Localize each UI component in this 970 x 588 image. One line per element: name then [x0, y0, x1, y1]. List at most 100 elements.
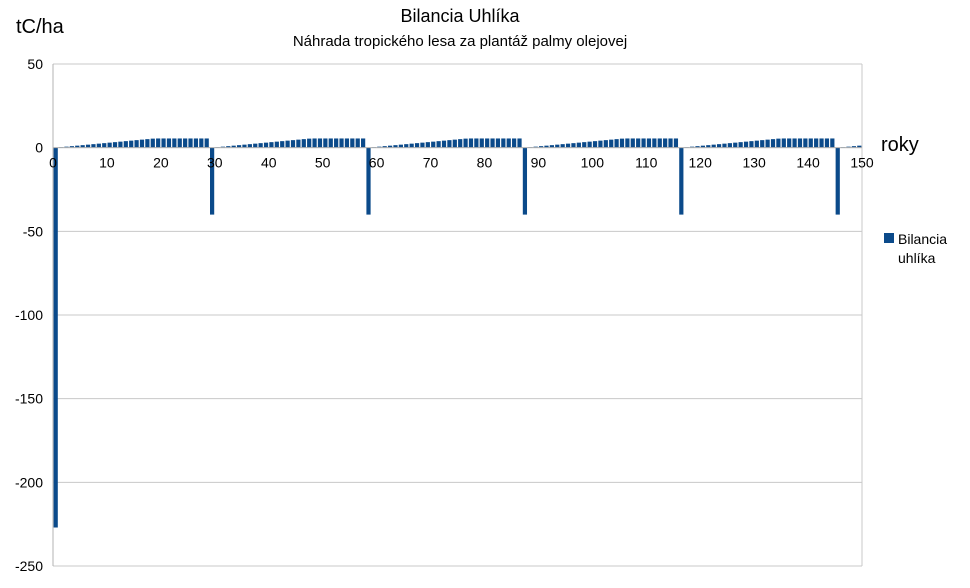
bar [824, 138, 830, 148]
bar [436, 141, 441, 148]
bar [770, 139, 776, 148]
legend-label-line-1: Bilancia [898, 231, 947, 247]
y-tick-label: 50 [27, 56, 43, 72]
bar [85, 144, 91, 148]
bar [517, 138, 522, 148]
bar [522, 147, 528, 215]
bar [851, 146, 857, 148]
bar [846, 146, 851, 148]
x-tick-label: 70 [423, 155, 439, 171]
bar [139, 139, 145, 148]
bar [652, 138, 657, 148]
bar [253, 143, 258, 148]
bar [339, 138, 344, 148]
bar [274, 141, 279, 148]
bar [576, 142, 581, 148]
bar [787, 138, 792, 148]
bar [317, 138, 323, 148]
bar [501, 138, 506, 148]
y-tick-label: -150 [15, 391, 43, 407]
chart-title: Bilancia Uhlíka [400, 6, 520, 26]
bar [420, 142, 425, 148]
bar [334, 138, 339, 148]
bar [695, 146, 700, 148]
bar [80, 145, 85, 148]
x-tick-label: 0 [49, 155, 57, 171]
bar [776, 138, 781, 148]
bar [96, 143, 101, 148]
bar [296, 139, 301, 148]
bar [290, 140, 296, 148]
bar [598, 140, 603, 148]
bar [112, 142, 118, 148]
bar [641, 138, 646, 148]
legend-label-line-2: uhlíka [898, 250, 936, 266]
x-tick-label: 150 [850, 155, 874, 171]
bar [285, 140, 290, 148]
bar [808, 138, 813, 148]
bar [749, 141, 754, 148]
bar [409, 143, 414, 148]
bar [549, 145, 554, 148]
bar [414, 143, 420, 148]
bar [361, 138, 366, 148]
bar [366, 147, 371, 215]
x-tick-label: 90 [531, 155, 547, 171]
bar [819, 138, 824, 148]
bar [625, 138, 630, 148]
y-tick-label: 0 [35, 140, 43, 156]
bar [571, 143, 576, 148]
bar [814, 138, 819, 148]
x-tick-labels: 0 10 20 30 40 50 60 70 80 90 100 110 120 130 140 150 [49, 155, 874, 171]
bar [490, 138, 495, 148]
bar [102, 143, 107, 148]
bar [468, 138, 474, 148]
bar [479, 138, 484, 148]
bar [226, 146, 231, 148]
chart-subtitle: Náhrada tropického lesa za plantáž palmy… [293, 33, 627, 50]
bar [555, 144, 560, 148]
legend-swatch [884, 233, 894, 243]
bar [533, 146, 538, 148]
bar [544, 145, 549, 148]
bar [231, 145, 236, 148]
bar [91, 144, 96, 148]
bar [441, 140, 447, 148]
x-tick-label: 140 [796, 155, 820, 171]
bar-series [53, 138, 862, 528]
bar [145, 139, 150, 148]
bar [781, 138, 786, 148]
bar [183, 138, 188, 148]
bar [328, 138, 333, 148]
bar [587, 141, 592, 148]
bar [630, 138, 635, 148]
x-tick-label: 130 [742, 155, 766, 171]
bar [355, 138, 360, 148]
bar [209, 147, 215, 215]
bar [803, 138, 808, 148]
bar [738, 142, 743, 148]
bar [307, 138, 312, 148]
bar [743, 141, 749, 148]
bar [506, 138, 511, 148]
bar [679, 147, 684, 215]
axes [52, 64, 862, 566]
bar [690, 146, 695, 148]
bar [663, 138, 668, 148]
y-tick-label: -200 [15, 474, 43, 490]
y-tick-label: -250 [15, 558, 43, 574]
bar [706, 145, 711, 148]
y-axis-title: tC/ha [16, 16, 65, 38]
bar [53, 147, 58, 528]
x-tick-label: 60 [369, 155, 385, 171]
bar [614, 139, 619, 148]
bar [350, 138, 355, 148]
bar [425, 142, 430, 148]
bar [236, 145, 242, 148]
bar [344, 138, 350, 148]
bar [258, 143, 263, 148]
bar [166, 138, 172, 148]
bar [123, 141, 128, 148]
bar [404, 144, 409, 148]
bar [857, 145, 862, 148]
